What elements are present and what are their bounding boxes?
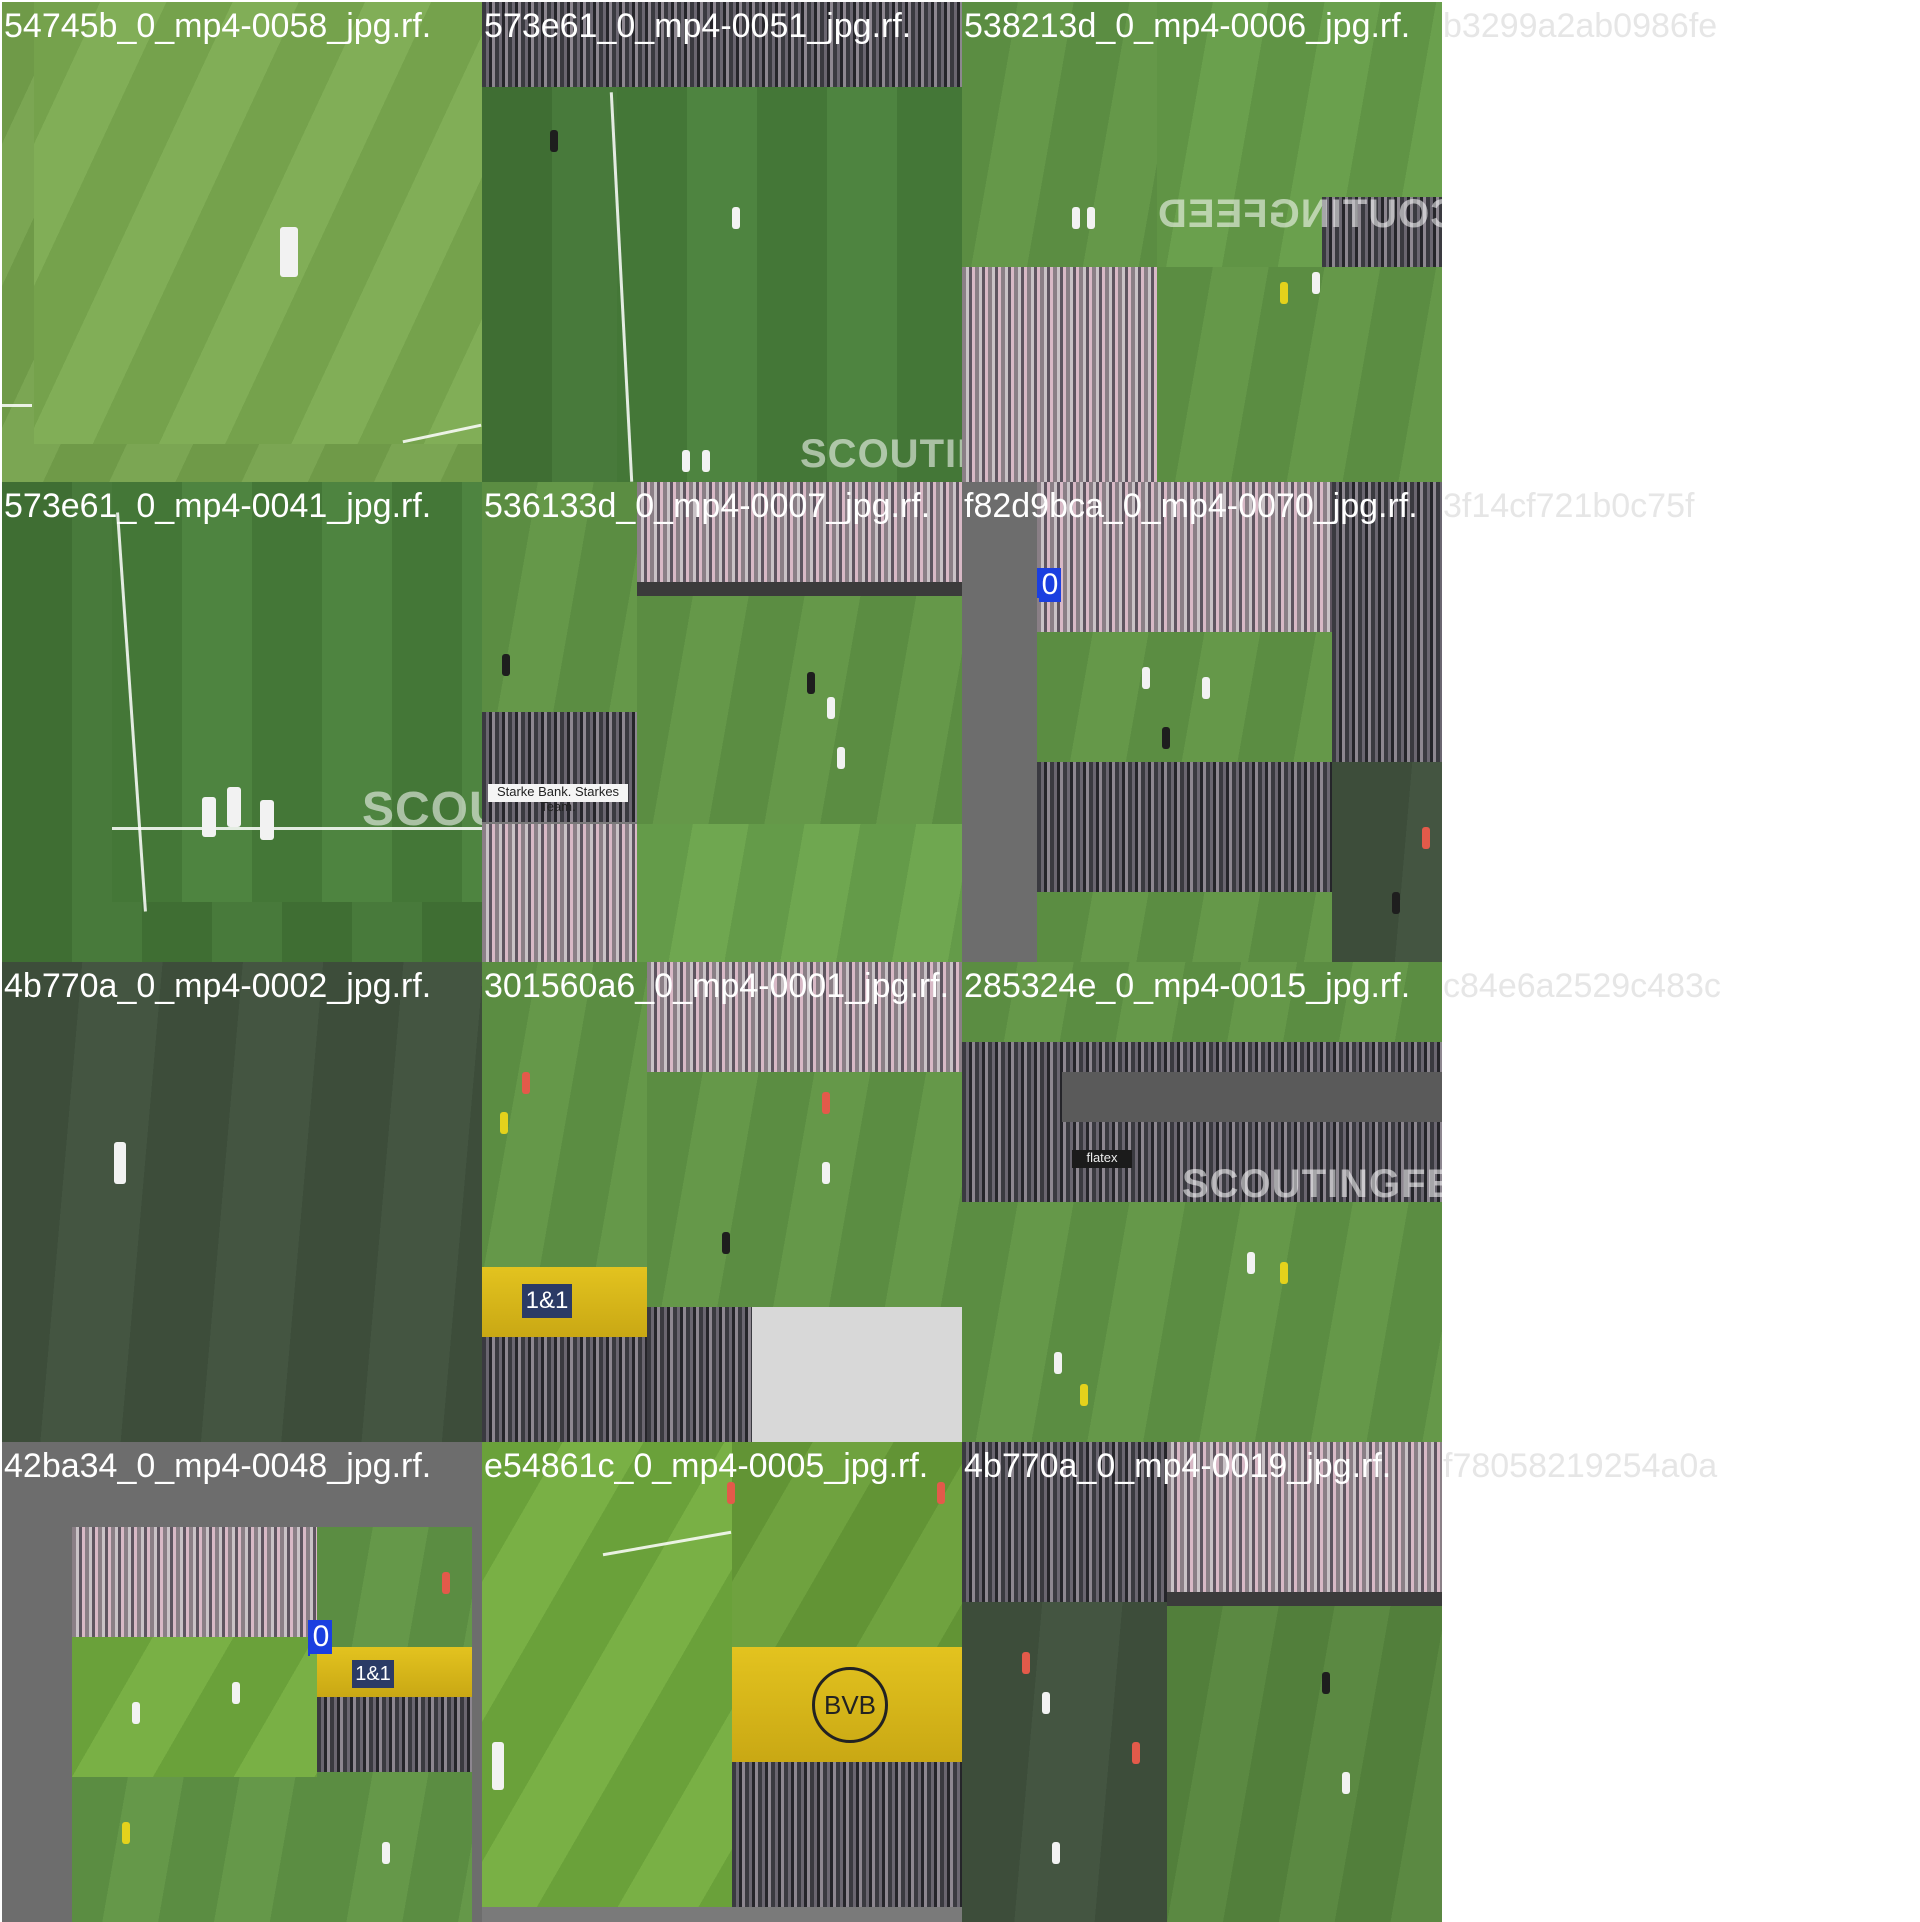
player	[1280, 1262, 1288, 1284]
tile-caption-tail: f78058219254a0a	[1443, 1447, 1718, 1485]
player	[280, 227, 298, 277]
tile-caption: 42ba34_0_mp4-0048_jpg.rf.	[4, 1447, 432, 1485]
player	[1247, 1252, 1255, 1274]
player	[1392, 892, 1400, 914]
player	[1322, 1672, 1330, 1694]
mosaic-tile-2: SCOUTINGF 573e61_0_mp4-0051_jpg.rf.	[482, 2, 962, 482]
mosaic-tile-7: 4b770a_0_mp4-0002_jpg.rf.	[2, 962, 482, 1442]
stand-sign: 1&1	[352, 1660, 394, 1688]
tile-caption-tail: b3299a2ab0986fe	[1443, 7, 1718, 45]
player	[1162, 727, 1170, 749]
player	[732, 207, 740, 229]
player	[822, 1162, 830, 1184]
tile-caption: 573e61_0_mp4-0051_jpg.rf.	[484, 7, 912, 45]
player	[1202, 677, 1210, 699]
player	[502, 654, 510, 676]
tile-caption: 538213d_0_mp4-0006_jpg.rf.	[964, 7, 1411, 45]
mosaic-tile-3: SCOUTINGFEED 538213d_0_mp4-0006_jpg.rf.	[962, 2, 1442, 482]
player	[550, 130, 558, 152]
player	[1422, 827, 1430, 849]
tile-caption: f82d9bca_0_mp4-0070_jpg.rf.	[964, 487, 1418, 525]
mosaic-tile-10: 1&1 0 42ba34_0_mp4-0048_jpg.rf.	[2, 1442, 482, 1922]
player	[132, 1702, 140, 1724]
player	[442, 1572, 450, 1594]
class-badge: 0	[1039, 568, 1061, 602]
player	[1342, 1772, 1350, 1794]
player	[937, 1482, 945, 1504]
player	[500, 1112, 508, 1134]
player	[1280, 282, 1288, 304]
player	[1132, 1742, 1140, 1764]
stand-sign: BVB	[812, 1667, 888, 1743]
player	[822, 1092, 830, 1114]
watermark: SCOUTINGF	[800, 432, 962, 476]
player	[1042, 1692, 1050, 1714]
player	[1087, 207, 1095, 229]
mosaic-tile-9: flatex SCOUTINGFEED 285324e_0_mp4-0015_j…	[962, 962, 1442, 1442]
player	[114, 1142, 126, 1184]
player	[522, 1072, 530, 1094]
player	[492, 1742, 504, 1790]
player	[1312, 272, 1320, 294]
player	[722, 1232, 730, 1254]
player	[702, 450, 710, 472]
mosaic-tile-1: 54745b_0_mp4-0058_jpg.rf.	[2, 2, 482, 482]
tile-caption: 4b770a_0_mp4-0002_jpg.rf.	[4, 967, 432, 1005]
stand-sign: Starke Bank. Starkes Team.	[488, 784, 628, 814]
player	[1080, 1384, 1088, 1406]
player	[1072, 207, 1080, 229]
player	[1054, 1352, 1062, 1374]
stand-sign: flatex	[1072, 1150, 1132, 1168]
stand-sign: 1&1	[522, 1284, 572, 1318]
player	[1052, 1842, 1060, 1864]
player	[837, 747, 845, 769]
player	[382, 1842, 390, 1864]
player	[1142, 667, 1150, 689]
tile-caption: 54745b_0_mp4-0058_jpg.rf.	[4, 7, 432, 45]
mosaic-tile-5: Starke Bank. Starkes Team. 536133d_0_mp4…	[482, 482, 962, 962]
player	[827, 697, 835, 719]
player	[807, 672, 815, 694]
tile-caption-tail: c84e6a2529c483c	[1443, 967, 1721, 1005]
player	[727, 1482, 735, 1504]
player	[260, 800, 274, 840]
player	[122, 1822, 130, 1844]
mosaic-tile-4: SCOUT 573e61_0_mp4-0041_jpg.rf.	[2, 482, 482, 962]
watermark: SCOUT	[362, 783, 482, 836]
tile-caption: 4b770a_0_mp4-0019_jpg.rf.	[964, 1447, 1392, 1485]
tile-caption: 301560a6_0_mp4-0001_jpg.rf.	[484, 967, 950, 1005]
tile-caption: 536133d_0_mp4-0007_jpg.rf.	[484, 487, 931, 525]
tile-caption-tail: 3f14cf721b0c75f	[1443, 487, 1695, 525]
mosaic-tile-8: 1&1 301560a6_0_mp4-0001_jpg.rf.	[482, 962, 962, 1442]
player	[1022, 1652, 1030, 1674]
player	[202, 797, 216, 837]
tile-caption: e54861c_0_mp4-0005_jpg.rf.	[484, 1447, 929, 1485]
mosaic-tile-12: 4b770a_0_mp4-0019_jpg.rf.	[962, 1442, 1442, 1922]
class-badge: 0	[310, 1620, 332, 1654]
tile-caption: 573e61_0_mp4-0041_jpg.rf.	[4, 487, 432, 525]
mosaic-tile-11: BVB e54861c_0_mp4-0005_jpg.rf.	[482, 1442, 962, 1922]
player	[682, 450, 690, 472]
mosaic-tile-6: 0 f82d9bca_0_mp4-0070_jpg.rf.	[962, 482, 1442, 962]
player	[227, 787, 241, 827]
watermark: SCOUTINGFEED	[1182, 1162, 1442, 1206]
player	[232, 1682, 240, 1704]
tile-caption: 285324e_0_mp4-0015_jpg.rf.	[964, 967, 1411, 1005]
watermark: SCOUTINGFEED	[1157, 192, 1442, 236]
